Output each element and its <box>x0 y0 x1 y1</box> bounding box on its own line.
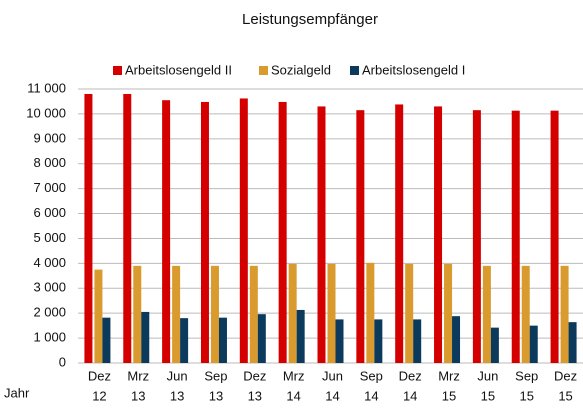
x-tick-label: Mrz <box>283 368 305 383</box>
y-tick-label: 8 000 <box>33 155 66 170</box>
bar <box>374 319 383 363</box>
legend-label: Sozialgeld <box>271 62 331 77</box>
bar <box>162 100 171 363</box>
legend-swatch <box>350 66 359 75</box>
bar <box>395 104 404 363</box>
bar <box>356 110 365 363</box>
y-tick-label: 6 000 <box>33 205 66 220</box>
bar <box>327 263 336 363</box>
bar <box>413 319 422 363</box>
x-tick-label: Dez <box>554 368 577 383</box>
legend-swatch <box>259 66 268 75</box>
bar <box>288 263 297 363</box>
x-tick-label: 15 <box>558 388 572 403</box>
bar <box>84 93 93 364</box>
legend-label: Arbeitslosengeld II <box>125 62 232 77</box>
x-tick-label: Mrz <box>127 368 149 383</box>
bar <box>172 265 181 363</box>
bar <box>452 316 461 363</box>
x-tick-label: Sep <box>360 368 383 383</box>
x-tick-label: 15 <box>481 388 495 403</box>
x-tick-label: 15 <box>519 388 533 403</box>
legend-swatch <box>113 66 122 75</box>
chart-title: Leistungsempfänger <box>242 11 378 28</box>
x-tick-label: 14 <box>403 388 417 403</box>
bar <box>218 317 227 363</box>
bar <box>200 101 209 363</box>
bar <box>444 263 453 363</box>
x-tick-label: Sep <box>204 368 227 383</box>
y-tick-label: 5 000 <box>33 230 66 245</box>
x-tick-label: Dez <box>399 368 422 383</box>
bar <box>141 311 150 363</box>
y-tick-label: 11 000 <box>27 80 66 95</box>
x-tick-label: Sep <box>515 368 538 383</box>
y-tick-label: 10 000 <box>26 105 66 120</box>
x-tick-label: 12 <box>92 388 106 403</box>
bar <box>180 318 189 363</box>
x-tick-label: 14 <box>364 388 378 403</box>
x-tick-label: 13 <box>248 388 262 403</box>
x-tick-label: Dez <box>88 368 111 383</box>
x-tick-label: 14 <box>325 388 339 403</box>
bar <box>472 110 481 363</box>
bar <box>123 93 132 364</box>
bar <box>550 110 559 364</box>
x-tick-label: Dez <box>243 368 266 383</box>
x-tick-label: Jun <box>322 368 343 383</box>
x-tick-label: Jun <box>167 368 188 383</box>
x-tick-label: Jun <box>477 368 498 383</box>
bar <box>434 106 443 363</box>
x-tick-label: 13 <box>131 388 145 403</box>
bar <box>239 98 248 363</box>
bar <box>529 325 538 363</box>
bar <box>317 106 326 363</box>
bar <box>568 322 577 363</box>
bar <box>490 327 499 363</box>
legend-label: Arbeitslosengeld I <box>362 62 465 77</box>
x-tick-label: Mrz <box>438 368 460 383</box>
y-tick-label: 3 000 <box>33 280 66 295</box>
y-tick-label: 4 000 <box>33 255 66 270</box>
bar <box>405 263 414 363</box>
bar <box>296 309 305 363</box>
bar <box>511 110 520 364</box>
y-tick-label: 7 000 <box>33 180 66 195</box>
x-axis-label: Jahr <box>4 385 30 400</box>
x-tick-label: 15 <box>442 388 456 403</box>
bar <box>257 314 266 363</box>
x-tick-label: 13 <box>209 388 223 403</box>
bar <box>366 262 375 363</box>
x-tick-label: 14 <box>286 388 300 403</box>
bar <box>210 265 219 363</box>
y-tick-label: 2 000 <box>33 305 66 320</box>
y-tick-label: 9 000 <box>33 130 66 145</box>
bar <box>335 319 344 363</box>
y-tick-label: 0 <box>59 354 66 369</box>
bar <box>278 101 287 363</box>
bar <box>521 265 530 363</box>
y-tick-label: 1 000 <box>33 330 66 345</box>
bar <box>482 265 491 363</box>
bar <box>249 265 258 363</box>
bar <box>560 265 569 363</box>
bar <box>133 265 142 363</box>
bar <box>94 269 103 363</box>
bar <box>102 317 111 363</box>
x-tick-label: 13 <box>170 388 184 403</box>
